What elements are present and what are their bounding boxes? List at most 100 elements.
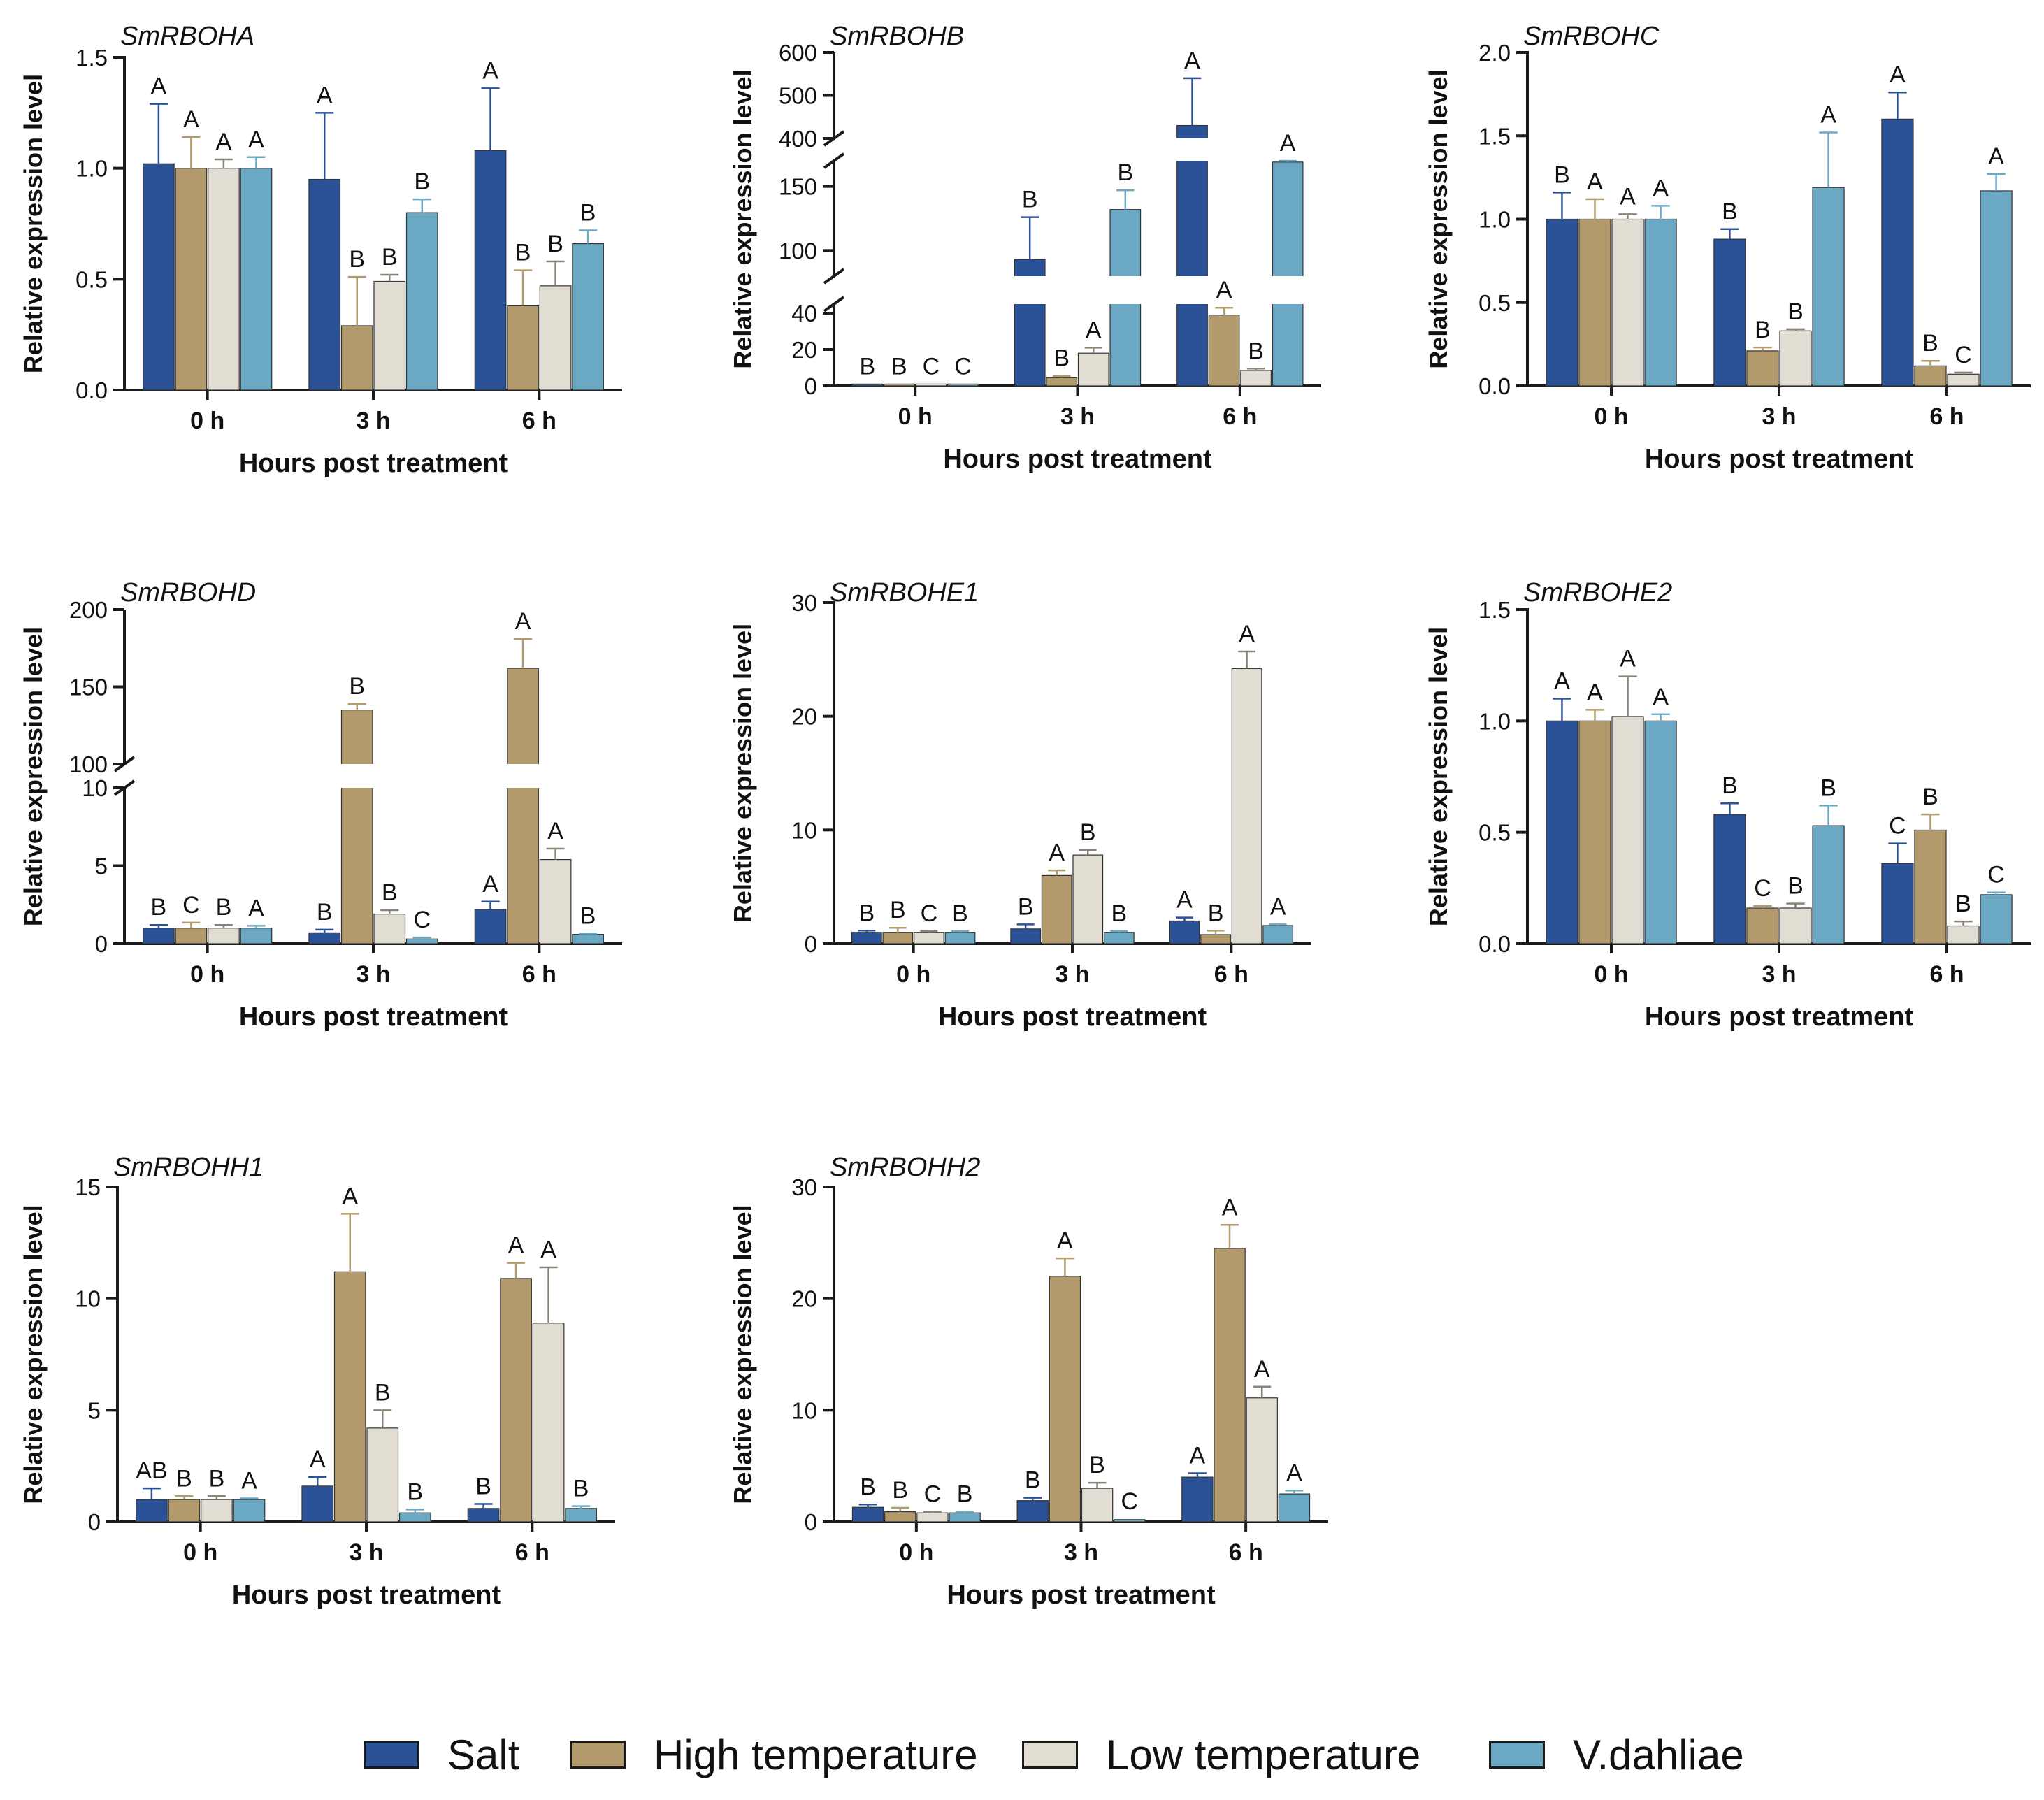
significance-letter: B [1922, 330, 1938, 357]
bar-v-dahliae [233, 1499, 266, 1522]
axis-break-gap [1270, 276, 1305, 304]
significance-letter: B [1248, 338, 1264, 364]
chart-smrbohc: SmRBOHC Relative expression level 0.0 0.5 1.… [1424, 22, 2031, 474]
significance-letter: B [1554, 161, 1570, 188]
bar-low-temperature [1240, 370, 1272, 387]
bar-v-dahliae [949, 1512, 981, 1522]
chart-smrbohh1: SmRBOHH1 Relative expression level 0 5 10 15 0… [19, 1153, 615, 1610]
y-tick-label: 30 [791, 1174, 817, 1200]
bar-salt [851, 383, 884, 387]
significance-letter: B [580, 200, 596, 226]
bar-low-temperature [916, 1512, 949, 1522]
bar-salt [1546, 218, 1578, 387]
legend-label-high-temperature: High temperature [654, 1731, 978, 1778]
bar-low-temperature [208, 928, 240, 944]
significance-letter: B [1018, 893, 1034, 920]
y-tick-label: 0.5 [75, 266, 108, 292]
bar-salt [143, 928, 175, 944]
x-tick-label: 0 h [896, 961, 930, 988]
bar-high-temperature [500, 1278, 532, 1522]
bar-low-temperature [1077, 352, 1109, 387]
significance-letter: A [1820, 101, 1836, 128]
bar-low-temperature [1947, 925, 1980, 944]
bar-low-temperature [539, 858, 572, 944]
bar-salt [1881, 118, 1914, 387]
bar-high-temperature [1578, 720, 1611, 944]
significance-letter: A [1587, 168, 1603, 195]
y-tick-label: 0 [95, 931, 108, 957]
x-tick-label: 3 h [1055, 961, 1089, 988]
significance-letter: C [413, 907, 431, 933]
legend-label-low-temperature: Low temperature [1106, 1731, 1421, 1778]
y-tick-label: 2.0 [1478, 40, 1511, 66]
axis-break-mark [823, 152, 845, 169]
x-tick-label: 0 h [1594, 403, 1628, 430]
bar-salt [308, 932, 341, 944]
bar-v-dahliae [1644, 218, 1677, 387]
x-axis-label: Hours post treatment [1645, 1002, 1914, 1032]
significance-letter: C [923, 353, 940, 380]
bar-salt [136, 1499, 168, 1522]
bar-v-dahliae [1812, 825, 1845, 944]
y-tick-label: 100 [779, 238, 817, 264]
bar-low-temperature [1947, 373, 1980, 387]
bar-high-temperature [1208, 315, 1240, 387]
legend-swatch-salt [364, 1741, 419, 1769]
bar-salt [308, 178, 341, 391]
y-tick-label: 10 [791, 817, 817, 843]
bar-low-temperature [1611, 218, 1644, 387]
bar-salt [1713, 814, 1746, 944]
significance-letter: A [1239, 621, 1255, 647]
y-tick-label: 150 [69, 675, 108, 700]
significance-letter: A [1222, 1194, 1238, 1221]
significance-letter: B [1722, 199, 1738, 225]
x-tick-label: 3 h [1064, 1539, 1098, 1566]
significance-letter: B [1208, 900, 1224, 926]
x-axis-label: Hours post treatment [947, 1581, 1216, 1610]
x-axis-label: Hours post treatment [938, 1002, 1207, 1032]
significance-letter: A [1176, 887, 1193, 914]
significance-letter: A [1216, 277, 1232, 303]
significance-letter: B [1089, 1452, 1105, 1478]
y-tick-label: 500 [779, 83, 817, 109]
y-tick-label: 30 [791, 590, 817, 616]
legend-label-salt: Salt [447, 1731, 520, 1778]
significance-letter: B [1755, 317, 1771, 343]
bar-low-temperature [366, 1427, 399, 1522]
significance-letter: A [1554, 668, 1570, 694]
y-tick-label: 15 [75, 1174, 101, 1200]
chart-title: SmRBOHE1 [830, 578, 979, 607]
y-tick-label: 5 [88, 1397, 101, 1423]
bar-high-temperature [175, 168, 208, 391]
significance-letter: B [1022, 187, 1038, 213]
bar-salt [1546, 720, 1578, 944]
significance-letter: B [1117, 159, 1133, 186]
y-tick-label: 600 [779, 40, 817, 66]
bar-v-dahliae [398, 1512, 431, 1522]
x-tick-label: 0 h [183, 1539, 217, 1566]
x-tick-label: 6 h [1214, 961, 1248, 988]
x-tick-label: 3 h [349, 1539, 383, 1566]
significance-letter: C [924, 1481, 942, 1508]
y-tick-label: 1.5 [75, 45, 108, 71]
bar-v-dahliae [565, 1508, 597, 1522]
significance-letter: B [860, 353, 876, 380]
significance-letter: A [1184, 48, 1200, 74]
significance-letter: C [182, 892, 200, 919]
x-tick-label: 6 h [1223, 403, 1257, 430]
significance-letter: B [151, 894, 167, 921]
bar-salt [1010, 928, 1042, 944]
chart-smrbohb: SmRBOHB Relative expression level 0 20 40 100… [728, 22, 1321, 474]
chart-smrbohe2: SmRBOHE2 Relative expression level 0.0 0.5 1… [1424, 578, 2031, 1032]
x-tick-label: 0 h [190, 961, 224, 988]
bar-low-temperature [532, 1323, 565, 1522]
significance-letter: C [1987, 862, 2005, 888]
bar-salt [474, 150, 507, 391]
y-tick-label: 0.5 [1478, 820, 1511, 846]
y-tick-label: 0 [805, 373, 817, 399]
x-tick-label: 3 h [356, 408, 390, 434]
y-tick-label: 0.0 [75, 377, 108, 403]
bar-high-temperature [175, 928, 208, 944]
significance-letter: B [1922, 784, 1938, 810]
y-axis-label: Relative expression level [1424, 69, 1453, 368]
